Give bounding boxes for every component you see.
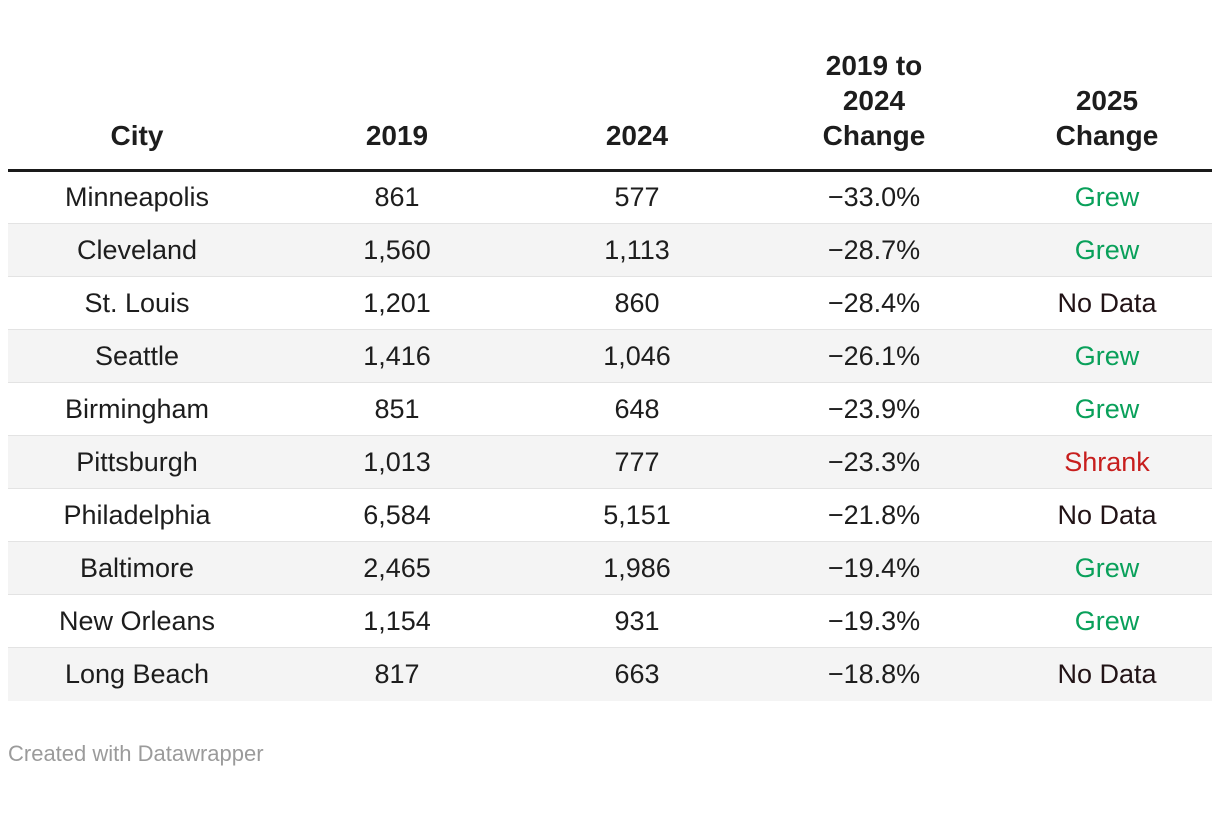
- change-cell: −23.9%: [827, 393, 921, 424]
- status-2025-cell: Grew: [1074, 182, 1140, 212]
- value-2019-cell: 1,416: [363, 340, 431, 371]
- change-cell: −28.4%: [827, 287, 921, 318]
- change-cell: −33.0%: [827, 182, 921, 212]
- value-2024-cell: 1,046: [603, 340, 671, 371]
- change-cell: −21.8%: [827, 499, 921, 530]
- city-cell: Seattle: [94, 340, 180, 371]
- table-row: Pittsburgh 1,013 777 −23.3% Shrank: [8, 435, 1212, 489]
- change-cell: −23.3%: [827, 446, 921, 477]
- value-2019-cell: 6,584: [363, 499, 431, 530]
- city-cell: Baltimore: [79, 552, 195, 583]
- table-body: Minneapolis 861 577 −33.0% Grew Cleveland 1,56…: [8, 171, 1212, 701]
- status-2025-cell: No Data: [1057, 658, 1157, 689]
- header-row: City 2019 2024 2019 to 2024 Change 2025 …: [8, 36, 1212, 172]
- value-2019-cell: 1,013: [363, 446, 431, 477]
- table-row: New Orleans 1,154 931 −19.3% Grew: [8, 594, 1212, 648]
- city-cell: Minneapolis: [64, 182, 210, 212]
- value-2019-cell: 1,201: [363, 287, 431, 318]
- table-row: Minneapolis 861 577 −33.0% Grew: [8, 171, 1212, 224]
- value-2019-cell: 2,465: [363, 552, 431, 583]
- table-row: Seattle 1,416 1,046 −26.1% Grew: [8, 329, 1212, 383]
- status-2025-cell: Grew: [1074, 393, 1140, 424]
- city-cell: Cleveland: [76, 234, 198, 265]
- city-cell: Philadelphia: [63, 499, 211, 530]
- city-cell: Birmingham: [64, 393, 210, 424]
- value-2019-cell: 861: [374, 182, 420, 212]
- change-cell: −28.7%: [827, 234, 921, 265]
- change-cell: −19.4%: [827, 552, 921, 583]
- city-table: City 2019 2024 2019 to 2024 Change 2025 …: [8, 36, 1212, 701]
- value-2019-cell: 817: [374, 658, 420, 689]
- status-2025-cell: No Data: [1057, 499, 1157, 530]
- value-2024-cell: 931: [614, 605, 660, 636]
- value-2024-cell: 1,113: [604, 234, 670, 265]
- value-2024-cell: 1,986: [603, 552, 671, 583]
- status-2025-cell: Grew: [1074, 552, 1140, 583]
- status-2025-cell: Grew: [1074, 234, 1140, 265]
- city-cell: St. Louis: [84, 287, 190, 318]
- value-2024-cell: 860: [614, 287, 660, 318]
- value-2024-cell: 663: [614, 658, 660, 689]
- column-header-city: City: [8, 36, 266, 172]
- value-2024-cell: 648: [614, 393, 660, 424]
- change-cell: −18.8%: [827, 658, 921, 689]
- status-2025-cell: Grew: [1074, 605, 1140, 636]
- value-2019-cell: 1,154: [363, 605, 431, 636]
- city-cell: New Orleans: [58, 605, 216, 636]
- table-row: Long Beach 817 663 −18.8% No Data: [8, 647, 1212, 701]
- table-container: City 2019 2024 2019 to 2024 Change 2025 …: [0, 36, 1220, 701]
- table-row: Philadelphia 6,584 5,151 −21.8% No Data: [8, 488, 1212, 542]
- column-header-2019-2024-change: 2019 to 2024 Change: [746, 36, 1002, 172]
- value-2019-cell: 1,560: [363, 234, 431, 265]
- change-cell: −19.3%: [827, 605, 921, 636]
- table-row: Birmingham 851 648 −23.9% Grew: [8, 382, 1212, 436]
- status-2025-cell: Grew: [1074, 340, 1140, 371]
- value-2024-cell: 577: [614, 182, 660, 212]
- city-cell: Long Beach: [64, 658, 210, 689]
- city-cell: Pittsburgh: [76, 446, 198, 477]
- table-row: Baltimore 2,465 1,986 −19.4% Grew: [8, 541, 1212, 595]
- status-2025-cell: No Data: [1057, 287, 1157, 318]
- column-header-2025-change: 2025 Change: [1002, 36, 1212, 172]
- table-header: City 2019 2024 2019 to 2024 Change 2025 …: [8, 36, 1212, 172]
- column-header-2019: 2019: [266, 36, 528, 172]
- table-row: Cleveland 1,560 1,113 −28.7% Grew: [8, 223, 1212, 277]
- attribution-link[interactable]: Created with Datawrapper: [8, 740, 264, 766]
- value-2024-cell: 777: [614, 446, 660, 477]
- column-header-2024: 2024: [528, 36, 746, 172]
- value-2019-cell: 851: [374, 393, 420, 424]
- status-2025-cell: Shrank: [1064, 446, 1150, 477]
- value-2024-cell: 5,151: [603, 499, 671, 530]
- change-cell: −26.1%: [827, 340, 921, 371]
- table-row: St. Louis 1,201 860 −28.4% No Data: [8, 276, 1212, 330]
